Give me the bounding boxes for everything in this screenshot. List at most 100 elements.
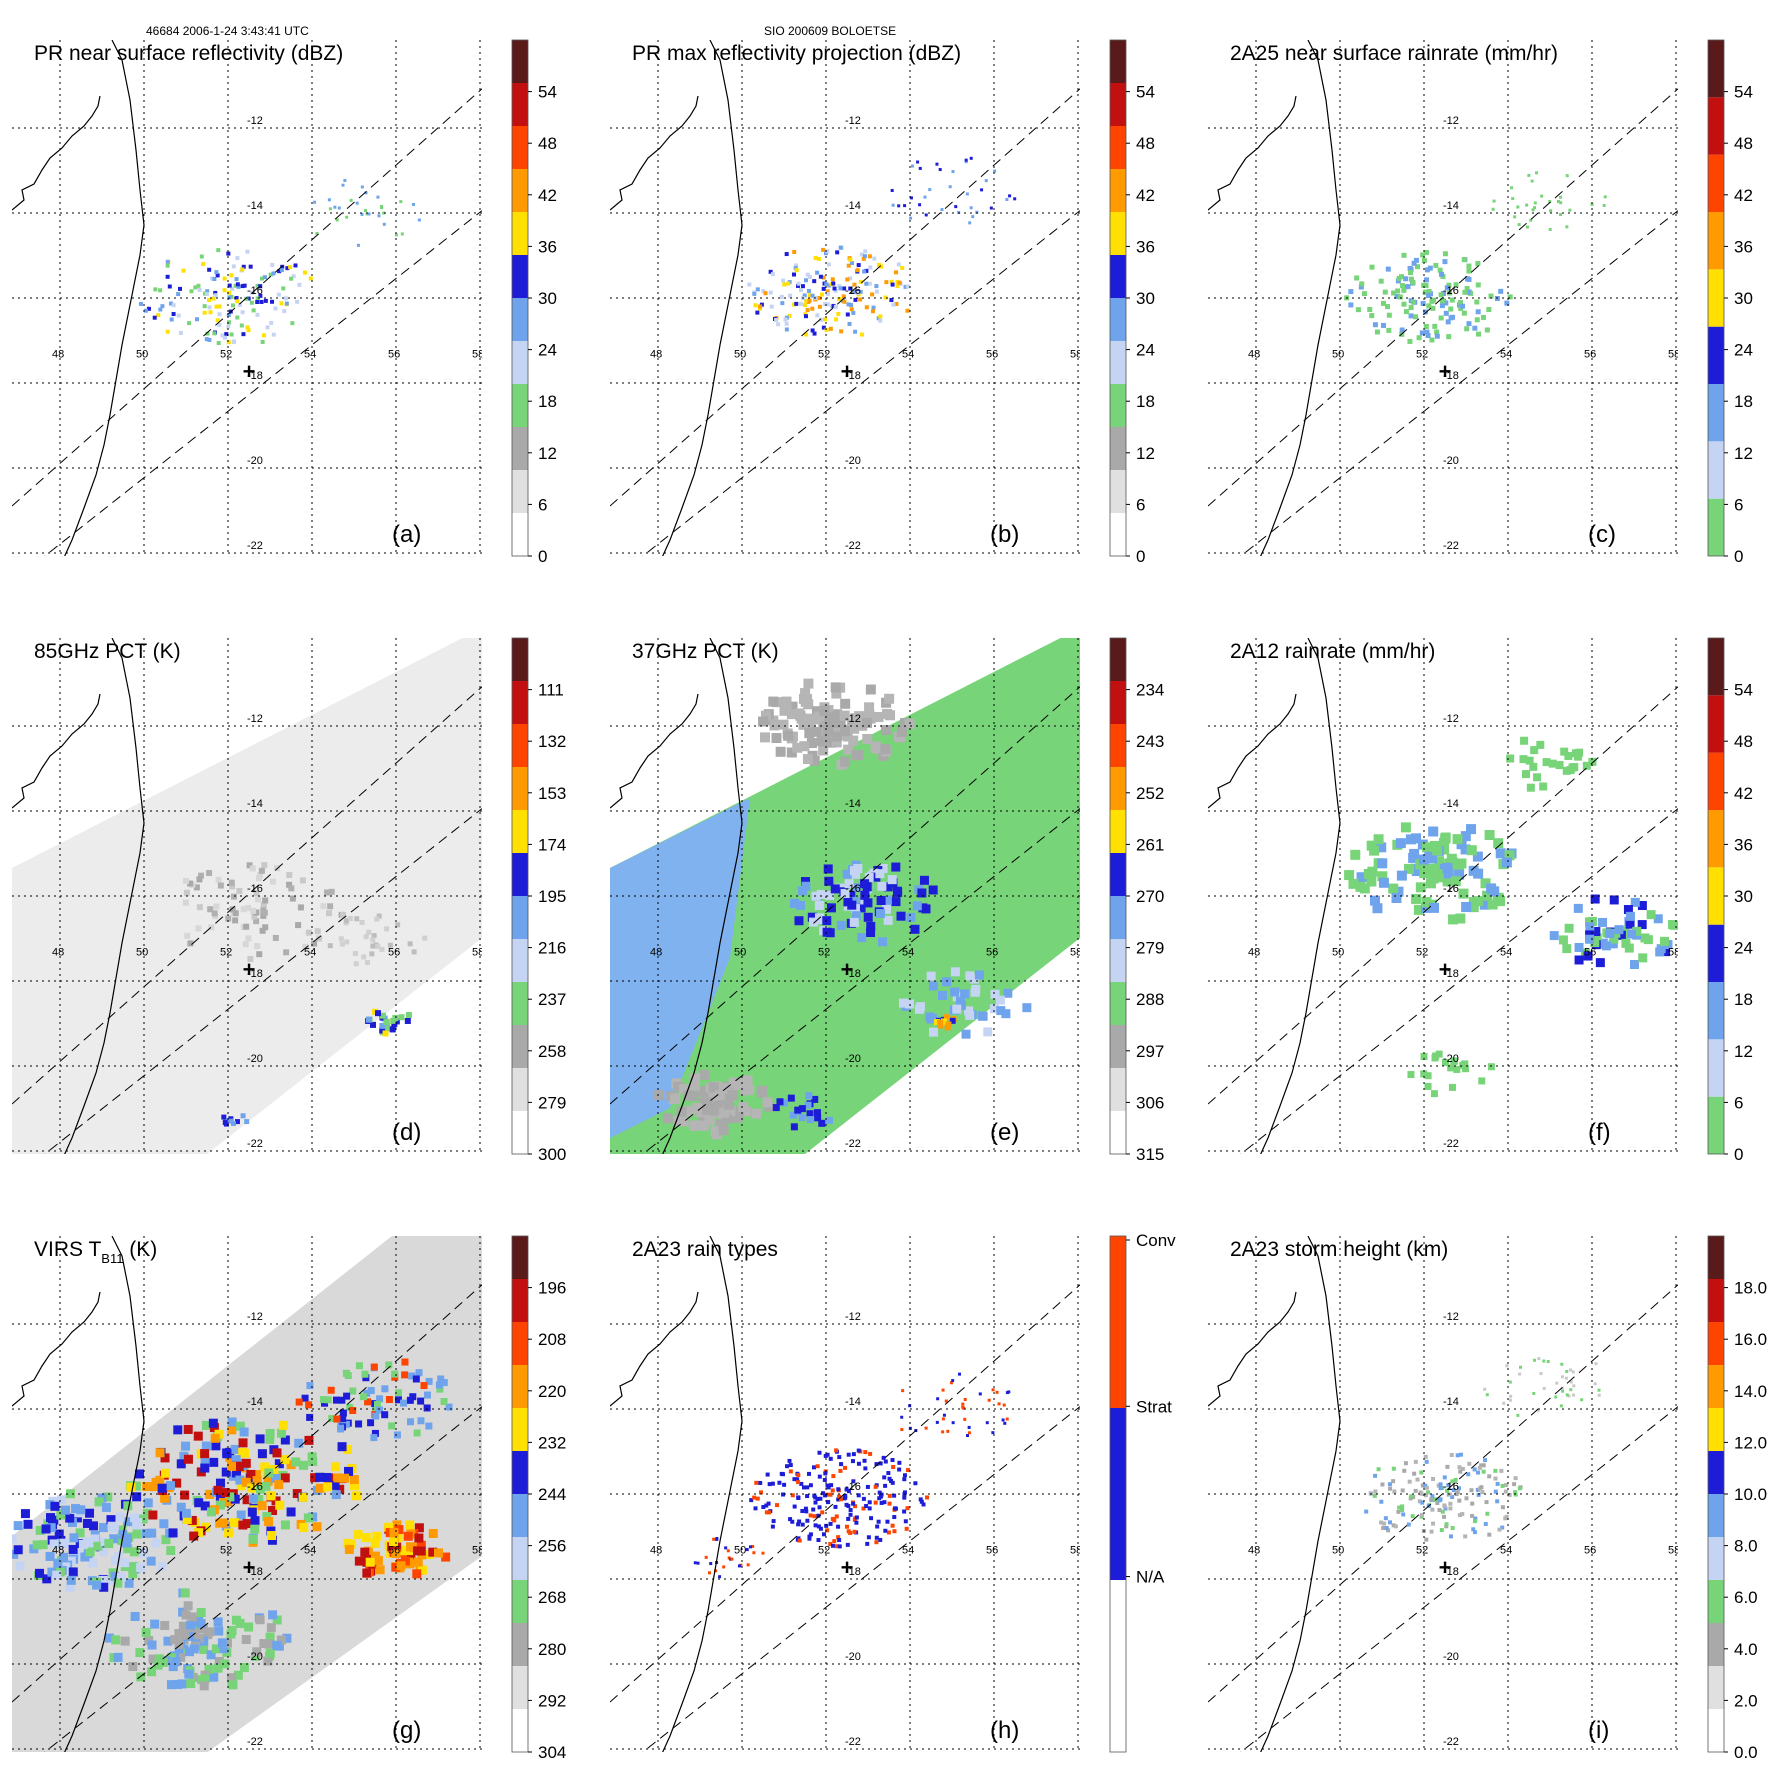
map-area: 48 50 52 54 56 58 -12 -14 -16 -18 -20 -22 +: [12, 1236, 482, 1752]
lat-tick-label: -22: [845, 1736, 861, 1748]
lon-tick-label: 58: [1668, 947, 1680, 959]
colorbar-tick-label: 288: [1136, 990, 1164, 1009]
colorbar-tick-label: 48: [1734, 732, 1753, 751]
lat-tick-label: -22: [1443, 1736, 1459, 1748]
panel-title: PR near surface reflectivity (dBZ): [34, 42, 343, 65]
lat-tick-label: -22: [247, 1736, 263, 1748]
colorbar-tick-label: 256: [538, 1537, 566, 1556]
swath-edge-south: [44, 1406, 482, 1752]
lon-tick-label: 54: [902, 1545, 914, 1557]
coastline: [64, 638, 145, 1154]
storm-center-marker: +: [1439, 1555, 1452, 1580]
lon-tick-label: 50: [1332, 947, 1344, 959]
lon-tick-label: 56: [1584, 947, 1596, 959]
colorbar-tick-label: 36: [1734, 237, 1753, 256]
lon-tick-label: 52: [818, 349, 830, 361]
lon-tick-label: 48: [1248, 349, 1260, 361]
lat-tick-label: -12: [1443, 713, 1459, 725]
lon-tick-label: 56: [1584, 349, 1596, 361]
colorbar-tick-label: 18: [1136, 392, 1155, 411]
colorbar-segment: [1708, 638, 1724, 696]
lat-tick-label: -16: [845, 285, 861, 297]
lat-tick-label: -12: [845, 1311, 861, 1323]
lon-tick-label: 50: [734, 349, 746, 361]
colorbar-segment: [512, 1068, 528, 1111]
storm-center-marker: +: [841, 957, 854, 982]
lat-tick-label: -18: [845, 1566, 861, 1578]
map-area: 48 50 52 54 56 58 -12 -14 -16 -18 -20 -22 +: [610, 638, 1080, 1154]
lat-tick-label: -16: [247, 285, 263, 297]
swath-edge-north: [610, 686, 1080, 1105]
colorbar: 54 48 42 36 30 24 18 12 6 0: [1707, 39, 1753, 566]
lon-tick-label: 54: [902, 349, 914, 361]
lon-tick-label: 48: [52, 947, 64, 959]
swath-edge-south: [642, 210, 1080, 556]
colorbar-segment: [512, 1279, 528, 1322]
colorbar-tick-label: 54: [1734, 681, 1753, 700]
map-area: 48 50 52 54 56 58 -12 -14 -16 -18 -20 -22 +: [12, 40, 482, 556]
lon-tick-label: 48: [650, 349, 662, 361]
colorbar-segment: [1110, 169, 1126, 212]
colorbar-segment: [512, 384, 528, 427]
colorbar-segment: [1708, 212, 1724, 270]
graticule: [610, 638, 1080, 1154]
lon-tick-label: 50: [136, 349, 148, 361]
colorbar-segment: [1708, 1494, 1724, 1537]
colorbar-tick-label: 132: [538, 732, 566, 751]
colorbar-segment: [1110, 810, 1126, 853]
colorbar-segment: [1708, 867, 1724, 925]
colorbar-segment: [1708, 695, 1724, 753]
panel-letter: (e): [990, 1119, 1019, 1146]
colorbar-tick-label: 48: [1734, 134, 1753, 153]
colorbar-segment: [1110, 470, 1126, 513]
colorbar-tick-label: 6: [1136, 495, 1145, 514]
coastline: [64, 1236, 145, 1752]
colorbar-tick-label: 6: [538, 495, 547, 514]
orbit-info: 46684 2006-1-24 3:43:41 UTC: [146, 24, 309, 38]
colorbar-segment: [512, 1494, 528, 1537]
colorbar-segment: [512, 1111, 528, 1154]
colorbar-tick-label: 42: [1136, 186, 1155, 205]
lat-tick-label: -18: [1443, 968, 1459, 980]
lon-tick-label: 52: [818, 1545, 830, 1557]
colorbar-tick-label: 261: [1136, 835, 1164, 854]
lon-tick-label: 54: [1500, 1545, 1512, 1557]
colorbar-tick-label: 174: [538, 835, 566, 854]
coastline: [662, 1236, 743, 1752]
colorbar-tick-label: 36: [1734, 835, 1753, 854]
colorbar-segment: [1110, 982, 1126, 1025]
lon-tick-label: 56: [1584, 1545, 1596, 1557]
lat-tick-label: -12: [845, 115, 861, 127]
lon-tick-label: 50: [734, 1545, 746, 1557]
swath-edge-south: [642, 808, 1080, 1154]
swath-edge-south: [1240, 1406, 1678, 1752]
colorbar-segment: [1708, 1408, 1724, 1451]
colorbar-segment: [512, 513, 528, 556]
panel-letter: (b): [990, 521, 1019, 548]
colorbar-tick-label: 304: [538, 1743, 566, 1762]
lon-tick-label: 56: [388, 1545, 400, 1557]
storm-center-marker: +: [1439, 957, 1452, 982]
colorbar-tick-label: 18.0: [1734, 1279, 1767, 1298]
graticule: [1208, 40, 1678, 556]
colorbar-segment: [1708, 1096, 1724, 1154]
colorbar-tick-label: 48: [538, 134, 557, 153]
colorbar-tick-label: 12: [538, 444, 557, 463]
lat-tick-label: -12: [1443, 115, 1459, 127]
coastline-northwest: [610, 693, 699, 809]
colorbar-tick-label: 24: [1734, 939, 1753, 958]
coastline: [64, 40, 145, 556]
swath-edge-north: [1208, 1284, 1678, 1703]
colorbar-tick-label: 6.0: [1734, 1588, 1758, 1607]
lon-tick-label: 58: [1668, 1545, 1680, 1557]
lon-tick-label: 48: [650, 947, 662, 959]
storm-center-marker: +: [1439, 359, 1452, 384]
graticule: [610, 40, 1080, 556]
map-area: 48 50 52 54 56 58 -12 -14 -16 -18 -20 -22 +: [610, 40, 1080, 556]
colorbar-segment: [1708, 1279, 1724, 1322]
map-area: 48 50 52 54 56 58 -12 -14 -16 -18 -20 -22 +: [1208, 1236, 1680, 1752]
colorbar-tick-label: 12.0: [1734, 1433, 1767, 1452]
colorbar-tick-label: 237: [538, 990, 566, 1009]
colorbar-segment: [1708, 269, 1724, 327]
colorbar-segment: [512, 638, 528, 681]
